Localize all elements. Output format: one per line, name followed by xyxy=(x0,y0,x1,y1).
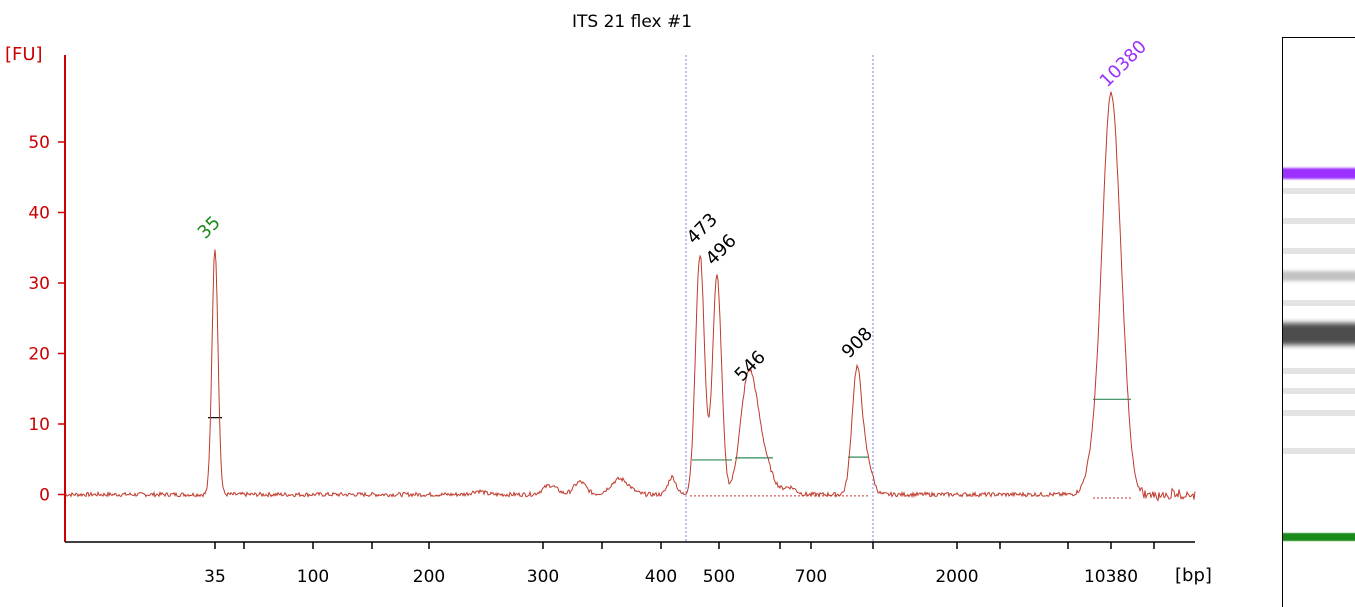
x-ticks: 35 100 200 300 400 500 700 2000 10380 xyxy=(204,542,1155,587)
gel-lane xyxy=(1282,37,1355,607)
y-tick-label: 50 xyxy=(28,133,50,153)
gel-smear xyxy=(1283,218,1355,224)
gel-smear xyxy=(1283,448,1355,454)
peak-baselines xyxy=(208,398,1131,499)
axes: [FU] [bp] xyxy=(5,44,1212,586)
x-tick-label: 100 xyxy=(297,567,329,587)
chart-title: ITS 21 flex #1 xyxy=(572,12,692,32)
y-tick-label: 40 xyxy=(28,204,50,224)
gel-smear xyxy=(1283,248,1355,254)
gel-smear xyxy=(1283,188,1355,194)
y-axis-label: [FU] xyxy=(5,44,43,65)
x-tick-label: 2000 xyxy=(935,567,978,587)
y-tick-label: 10 xyxy=(28,415,50,435)
y-tick-label: 20 xyxy=(28,345,50,365)
electropherogram: ITS 21 flex #1 [FU] [bp] 0 10 20 30 40 50 35 1… xyxy=(5,12,1212,587)
peak-label: 35 xyxy=(194,212,225,243)
peak-label: 10380 xyxy=(1096,36,1151,91)
region-boundaries xyxy=(685,55,874,542)
gel-band xyxy=(1283,170,1355,177)
x-tick-label: 10380 xyxy=(1084,567,1138,587)
trace-line xyxy=(64,91,1196,502)
gel-band xyxy=(1283,328,1355,340)
gel-smear xyxy=(1283,388,1355,394)
x-axis-label: [bp] xyxy=(1175,565,1212,586)
peak-label: 546 xyxy=(731,347,770,386)
x-tick-label: 500 xyxy=(703,567,735,587)
y-tick-label: 0 xyxy=(39,486,50,506)
x-tick-label: 300 xyxy=(527,567,559,587)
peak-label: 908 xyxy=(838,323,877,362)
gel-smear xyxy=(1283,410,1355,416)
gel-band xyxy=(1283,274,1355,278)
x-tick-label: 700 xyxy=(795,567,827,587)
x-tick-label: 400 xyxy=(645,567,677,587)
y-ticks: 0 10 20 30 40 50 xyxy=(28,133,65,506)
x-tick-label: 35 xyxy=(204,567,226,587)
gel-smear xyxy=(1283,300,1355,306)
gel-smear xyxy=(1283,368,1355,374)
x-tick-label: 200 xyxy=(413,567,445,587)
gel-band xyxy=(1283,534,1355,540)
y-tick-label: 30 xyxy=(28,274,50,294)
